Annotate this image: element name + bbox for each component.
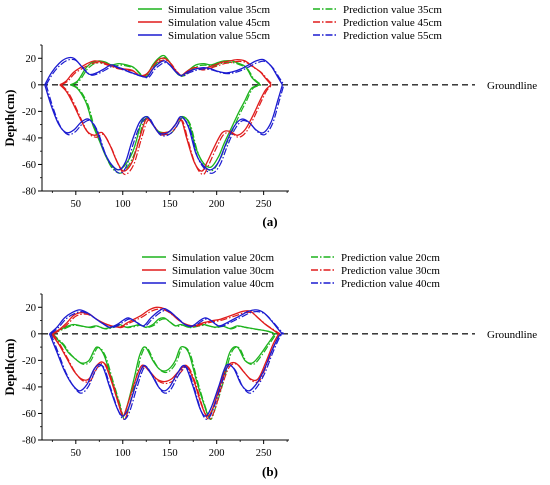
series-2-top-line — [49, 307, 283, 335]
x-tick-label: 200 — [209, 199, 225, 210]
series-5-bottom-line — [50, 333, 285, 421]
y-tick-label: -60 — [22, 409, 36, 420]
series-0-bottom-line — [50, 333, 276, 417]
legend-label: Simulation value 30cm — [172, 265, 274, 277]
series-1-bottom-line — [50, 333, 280, 417]
series-4-top-line — [60, 59, 274, 86]
x-tick-label: 100 — [115, 448, 131, 459]
chart-panel-b: -80 -60 -40 -20 0 20 50 100 150 200 250 Depth(cm) Gr… — [3, 252, 537, 479]
series-3-top-line — [71, 56, 262, 86]
y-tick-label: -20 — [22, 107, 36, 118]
legend-label: Simulation value 20cm — [172, 252, 274, 264]
x-tick-label: 200 — [209, 448, 225, 459]
series-3-top-line — [52, 318, 277, 335]
y-tick-label: 0 — [31, 329, 36, 340]
series-1-top-line — [59, 57, 272, 86]
y-tick-label: -40 — [22, 382, 36, 393]
legend-label: Prediction value 55cm — [343, 30, 442, 42]
y-tick-label: -20 — [22, 356, 36, 367]
legend-label: Simulation value 35cm — [168, 4, 270, 16]
legend-label: Simulation value 55cm — [168, 30, 270, 42]
legend-label: Prediction value 45cm — [343, 17, 442, 29]
x-tick-label: 50 — [71, 448, 82, 459]
series-0-top-line — [69, 54, 261, 86]
chart-panel-a: -80 -60 -40 -20 0 20 50 100 150 200 250 Depth(cm) Gr… — [3, 4, 537, 229]
series-4-bottom-line — [52, 333, 281, 421]
y-tick-label: -80 — [22, 187, 36, 198]
legend-label: Prediction value 30cm — [341, 265, 440, 277]
legend-label: Simulation value 45cm — [168, 17, 270, 29]
series-5-bottom-line — [45, 84, 285, 174]
series-0-top-line — [51, 317, 276, 335]
groundline-label: Groundline — [487, 329, 537, 341]
x-tick-label: 150 — [162, 448, 178, 459]
x-tick-label: 100 — [115, 199, 131, 210]
legend-label: Prediction value 20cm — [341, 252, 440, 264]
x-tick-label: 50 — [71, 199, 82, 210]
series-4-bottom-line — [60, 84, 274, 176]
series-0-bottom-line — [69, 84, 261, 171]
legend-label: Prediction value 40cm — [341, 278, 440, 290]
panel-caption: (b) — [262, 464, 278, 479]
y-tick-label: 20 — [26, 54, 37, 65]
series-2-top-line — [44, 56, 283, 86]
y-axis-label: Depth(cm) — [3, 90, 17, 147]
series-5-top-line — [45, 58, 285, 86]
y-tick-label: -60 — [22, 160, 36, 171]
groundline-label: Groundline — [487, 80, 537, 92]
y-tick-label: 0 — [31, 80, 36, 91]
x-tick-label: 150 — [162, 199, 178, 210]
x-tick-label: 250 — [256, 448, 272, 459]
series-3-bottom-line — [52, 333, 277, 421]
series-2-bottom-line — [48, 333, 283, 417]
series-1-bottom-line — [59, 84, 272, 172]
panel-caption: (a) — [262, 214, 277, 229]
legend-label: Simulation value 40cm — [172, 278, 274, 290]
y-tick-label: -80 — [22, 436, 36, 447]
series-5-top-line — [50, 309, 285, 335]
y-tick-label: 20 — [26, 303, 37, 314]
legend-label: Prediction value 35cm — [343, 4, 442, 16]
series-2-bottom-line — [44, 84, 284, 171]
y-tick-label: -40 — [22, 133, 36, 144]
x-tick-label: 250 — [256, 199, 272, 210]
y-axis-label: Depth(cm) — [3, 339, 17, 396]
